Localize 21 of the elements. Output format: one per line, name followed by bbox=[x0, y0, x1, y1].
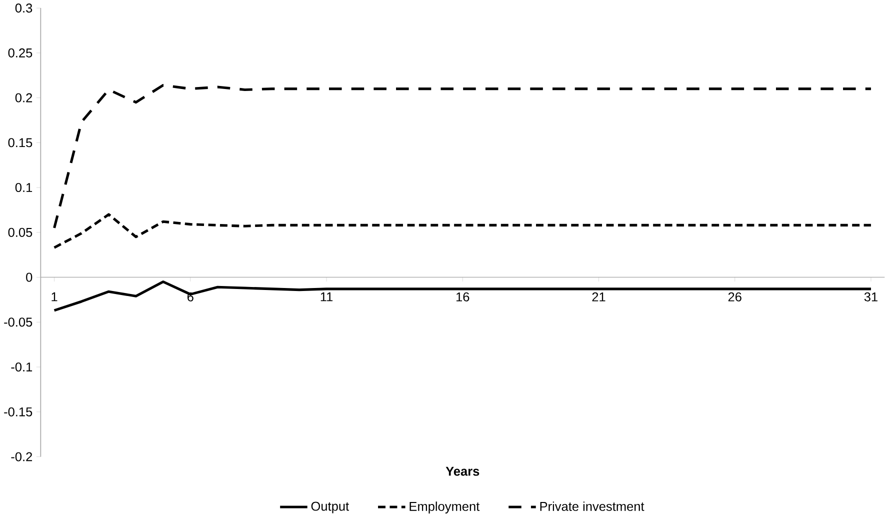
y-tick-label: -0.2 bbox=[11, 452, 32, 462]
y-tick-label: 0 bbox=[26, 272, 32, 282]
x-tick-label: 16 bbox=[456, 292, 470, 302]
legend-label: Employment bbox=[410, 502, 480, 514]
y-tick-label: 0.15 bbox=[8, 138, 32, 148]
x-axis-title: Years bbox=[446, 467, 480, 476]
y-tick-label: 0.05 bbox=[8, 228, 32, 238]
legend-label: Private investment bbox=[540, 502, 644, 512]
y-tick-label: 0.2 bbox=[15, 93, 32, 102]
y-tick-label: -0.15 bbox=[4, 407, 32, 417]
y-tick-label: -0.05 bbox=[4, 318, 32, 327]
x-tick-label: 11 bbox=[320, 292, 333, 302]
y-tick-label: 0.3 bbox=[15, 4, 32, 13]
y-tick-label: 0.1 bbox=[15, 183, 32, 192]
x-tick-label: 31 bbox=[864, 292, 878, 302]
legend-label: Output bbox=[311, 502, 349, 514]
y-tick-label: -0.1 bbox=[11, 362, 32, 372]
y-tick-label: 0.25 bbox=[8, 48, 32, 58]
x-tick-label: 1 bbox=[52, 292, 58, 302]
x-tick-label: 21 bbox=[592, 292, 606, 302]
x-tick-label: 26 bbox=[728, 292, 742, 302]
